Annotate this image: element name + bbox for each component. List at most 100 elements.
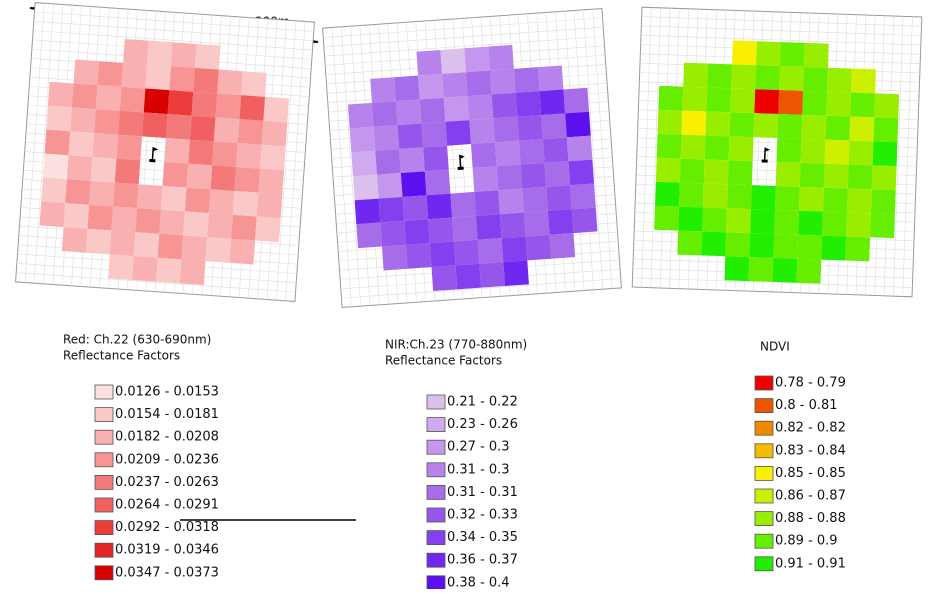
map-cell: [497, 165, 523, 191]
map-cell: [211, 165, 237, 191]
map-cell: [796, 259, 821, 284]
map-cell: [375, 149, 401, 175]
map-cell: [229, 239, 255, 265]
map-cell: [849, 141, 874, 166]
map-cell: [233, 191, 259, 217]
map-cell: [850, 93, 875, 118]
map-cell: [188, 140, 214, 166]
flag-base: [458, 167, 464, 170]
map-cell: [776, 162, 801, 187]
map-cell: [159, 210, 185, 236]
map-cell: [655, 182, 680, 207]
map-cell: [821, 236, 846, 261]
legend-label: 0.31 - 0.3: [447, 462, 510, 477]
map-cell: [522, 187, 548, 213]
legend-label: 0.82 - 0.82: [775, 421, 846, 436]
map-cell: [396, 99, 422, 125]
map-cell: [754, 113, 779, 138]
map-cell: [870, 213, 895, 238]
map-cell: [69, 131, 95, 157]
map-cell: [432, 265, 458, 291]
map-cell: [158, 234, 184, 260]
map-cell: [115, 159, 141, 185]
map-cell: [848, 165, 873, 190]
map-cell: [145, 65, 171, 91]
map-cell: [116, 135, 142, 161]
map-cell: [377, 173, 403, 199]
legend-swatch: [755, 399, 773, 413]
map-cell: [468, 94, 494, 120]
legend-swatch: [95, 498, 113, 512]
map-cell: [110, 230, 136, 256]
legend-label: 0.88 - 0.88: [775, 511, 846, 526]
map-cell: [756, 41, 781, 66]
map-cell: [680, 159, 705, 184]
map-cell: [750, 209, 775, 234]
map-cell: [679, 183, 704, 208]
map-cell: [658, 110, 683, 135]
map-cell: [404, 219, 430, 245]
map-cell: [398, 123, 424, 149]
caption: NIR:Ch.23 (770-880nm): [385, 338, 527, 352]
map-cell: [231, 215, 257, 241]
flag-base: [762, 159, 768, 162]
map-cell: [822, 212, 847, 237]
map-cell: [804, 43, 829, 68]
map-cell: [430, 241, 456, 267]
map-cell: [96, 85, 122, 111]
map-cell: [353, 175, 379, 201]
map-cell: [111, 207, 137, 233]
map-cell: [846, 212, 871, 237]
map-cell: [802, 91, 827, 116]
map-cell: [682, 111, 707, 136]
legend-swatch: [755, 376, 773, 390]
map-cell: [495, 141, 521, 167]
map-cell: [519, 139, 545, 165]
map-cell: [209, 189, 235, 215]
map-cell: [192, 92, 218, 118]
map-cell: [704, 159, 729, 184]
legend-label: 0.0292 - 0.0318: [115, 520, 219, 535]
legend-swatch: [755, 466, 773, 480]
map-cell: [731, 64, 756, 89]
map-cell: [545, 161, 571, 187]
legend-swatch: [755, 557, 773, 571]
map-cell: [135, 208, 161, 234]
map-cell: [873, 141, 898, 166]
map-cell: [493, 117, 519, 143]
map-cell: [98, 61, 124, 87]
map-cell: [874, 93, 899, 118]
map-cell: [703, 183, 728, 208]
map-cell: [132, 256, 158, 282]
map-cell: [474, 190, 500, 216]
map-cell: [87, 205, 113, 231]
map-cell: [255, 217, 281, 243]
map-cell: [798, 211, 823, 236]
legend-label: 0.23 - 0.26: [447, 417, 518, 432]
map-cell: [464, 47, 490, 73]
legend-swatch: [427, 553, 445, 567]
map-cell: [262, 121, 288, 147]
map-cell: [418, 74, 444, 100]
map-cell: [185, 188, 211, 214]
map-cell: [217, 70, 243, 96]
map-cell: [144, 88, 170, 114]
legend-label: 0.85 - 0.85: [775, 466, 846, 481]
map-cell: [516, 91, 542, 117]
map-cell: [823, 188, 848, 213]
legend-swatch: [95, 566, 113, 580]
map-cell: [500, 213, 526, 239]
map-cell: [428, 218, 454, 244]
map-cell: [683, 63, 708, 88]
map-cell: [498, 189, 524, 215]
legend-swatch: [95, 408, 113, 422]
map-cell: [91, 157, 117, 183]
map-cell: [379, 197, 405, 223]
legend-swatch: [755, 489, 773, 503]
map-cell: [263, 97, 289, 123]
map-cell: [873, 117, 898, 142]
map-cell: [825, 116, 850, 141]
map-cell: [46, 106, 72, 132]
legend-label: 0.0264 - 0.0291: [115, 498, 219, 513]
